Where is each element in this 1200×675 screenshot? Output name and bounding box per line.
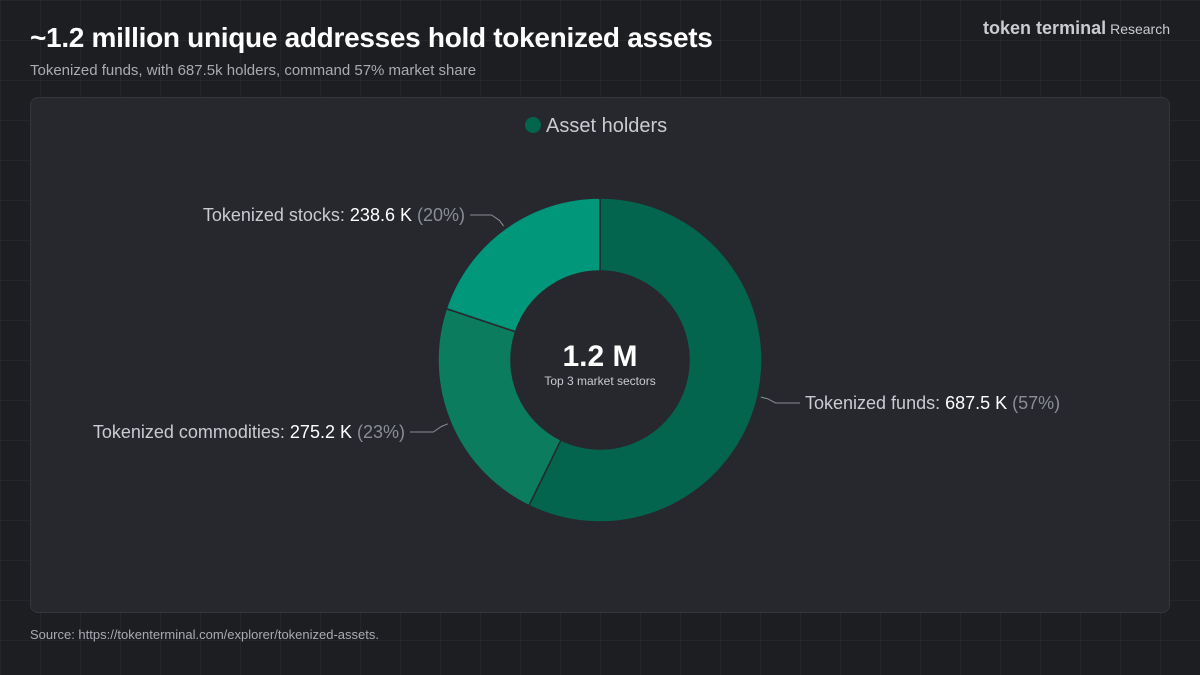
slice-tokenized-stocks[interactable] (445, 197, 601, 333)
chart-title: ~1.2 million unique addresses hold token… (30, 22, 713, 53)
slice-label: Tokenized funds: 687.5 K (57%) (805, 393, 1060, 413)
leader-line (760, 396, 800, 404)
brand-logo: token terminal Research (983, 18, 1170, 39)
slice-label-pct: (20%) (417, 205, 465, 225)
slice-tokenized-commodities[interactable] (437, 307, 562, 507)
brand-name: token terminal (983, 18, 1107, 38)
slice-label: Tokenized stocks: 238.6 K (20%) (203, 205, 465, 225)
slice-label: Tokenized commodities: 275.2 K (23%) (93, 422, 405, 442)
slice-label-value: 238.6 K (350, 205, 417, 225)
center-label: Top 3 market sectors (544, 374, 655, 388)
legend-dot (525, 117, 541, 133)
leader-line (470, 214, 505, 227)
slices-group (437, 197, 763, 523)
slice-label-value: 275.2 K (290, 422, 357, 442)
slice-label-value: 687.5 K (945, 393, 1012, 413)
center-value: 1.2 M (562, 340, 637, 373)
leader-line (410, 423, 449, 433)
source-note: Source: https://tokenterminal.com/explor… (30, 627, 379, 642)
brand-sub: Research (1110, 21, 1170, 37)
labels-group: Tokenized funds: 687.5 K (57%)Tokenized … (93, 205, 1060, 442)
slice-label-pct: (57%) (1012, 393, 1060, 413)
chart-subtitle: Tokenized funds, with 687.5k holders, co… (30, 62, 477, 79)
slice-label-pct: (23%) (357, 422, 405, 442)
slice-label-name: Tokenized stocks: (203, 205, 350, 225)
slice-label-name: Tokenized commodities: (93, 422, 290, 442)
slice-tokenized-funds[interactable] (527, 197, 763, 523)
slice-label-name: Tokenized funds: (805, 393, 945, 413)
chart-panel (30, 97, 1170, 613)
legend-label: Asset holders (546, 115, 667, 137)
